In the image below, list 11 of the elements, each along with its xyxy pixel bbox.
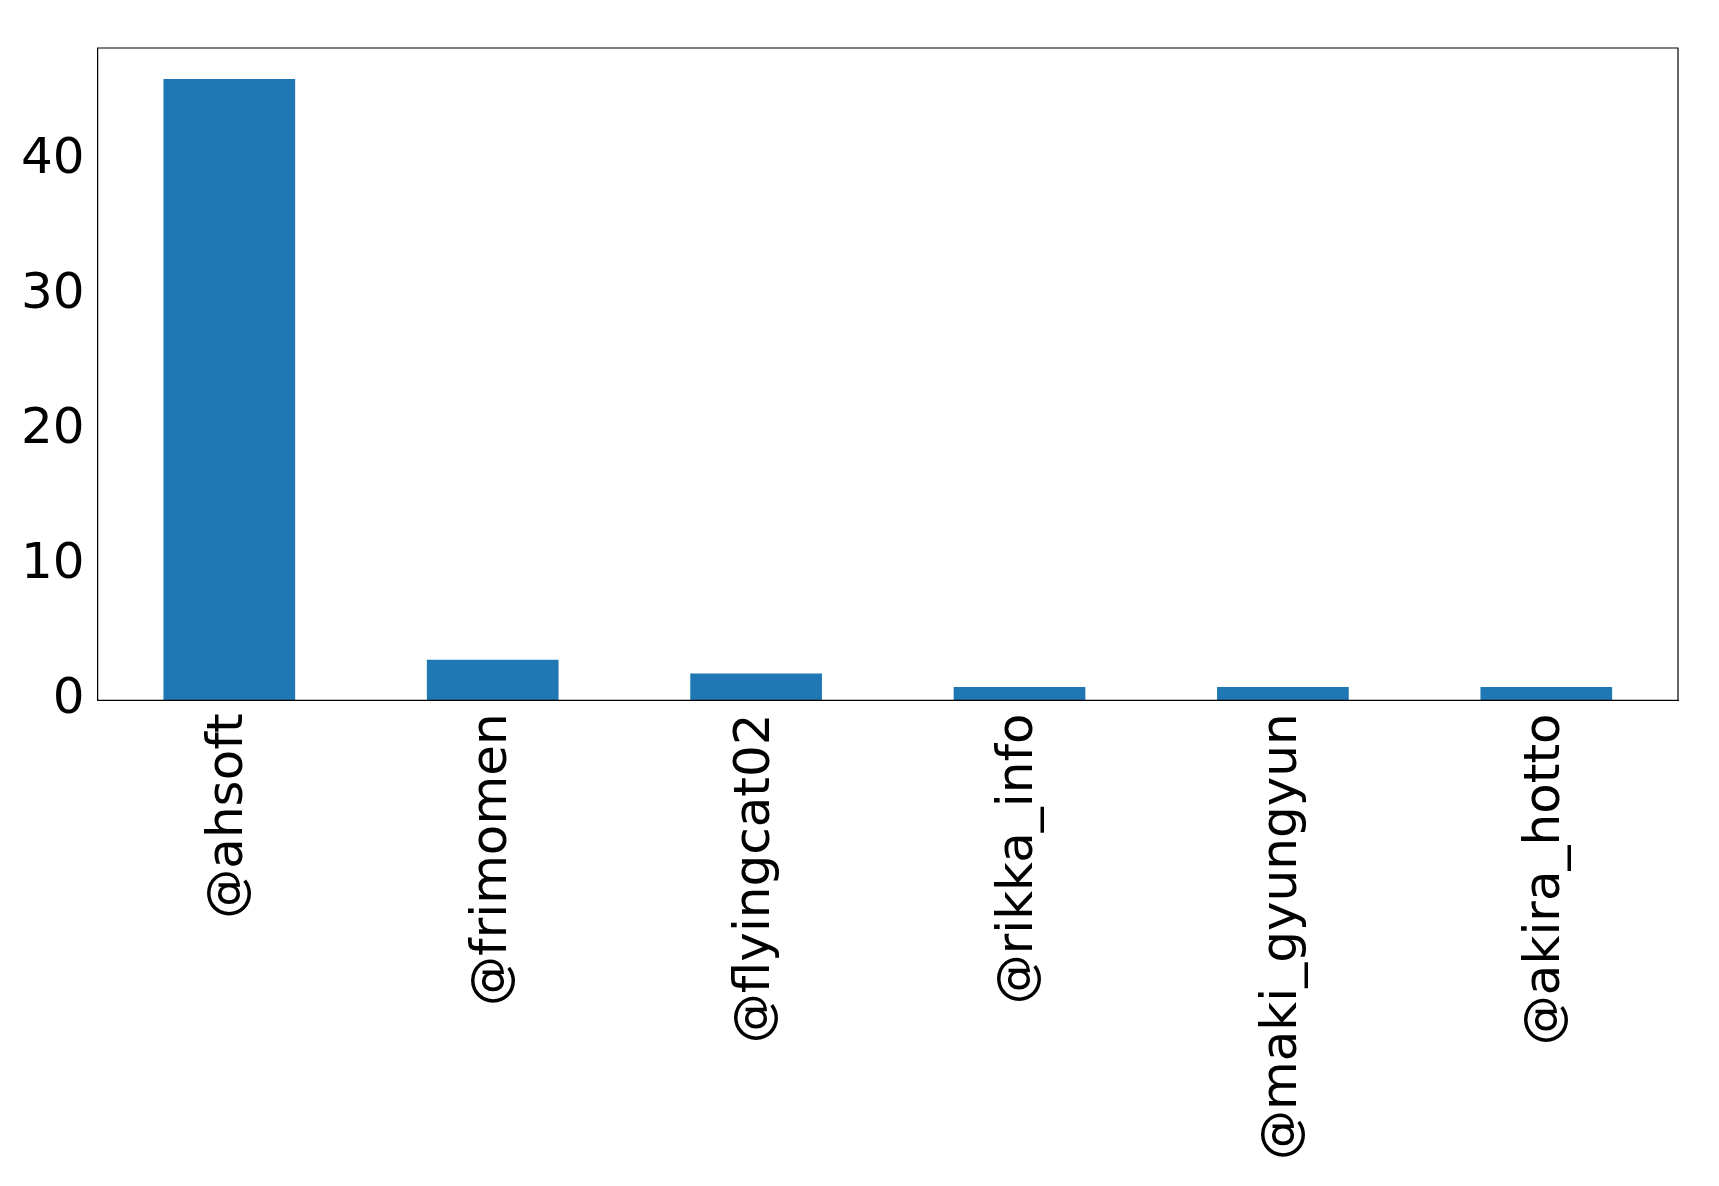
x-tick-label: @flyingcat02 <box>723 713 782 1044</box>
y-tick-label: 0 <box>52 667 85 726</box>
x-tick-label: @ahsoft <box>196 713 255 919</box>
y-tick-label: 30 <box>21 262 85 321</box>
x-tick-label: @maki_gyungyun <box>1249 713 1308 1160</box>
x-tick-label: @frimomen <box>459 713 518 1006</box>
x-tick-label: @rikka_info <box>986 713 1045 1005</box>
y-tick-label: 20 <box>21 397 85 456</box>
x-tick-label: @akira_hotto <box>1513 713 1572 1046</box>
y-tick-label: 10 <box>21 532 85 591</box>
y-tick-label: 40 <box>21 127 85 186</box>
